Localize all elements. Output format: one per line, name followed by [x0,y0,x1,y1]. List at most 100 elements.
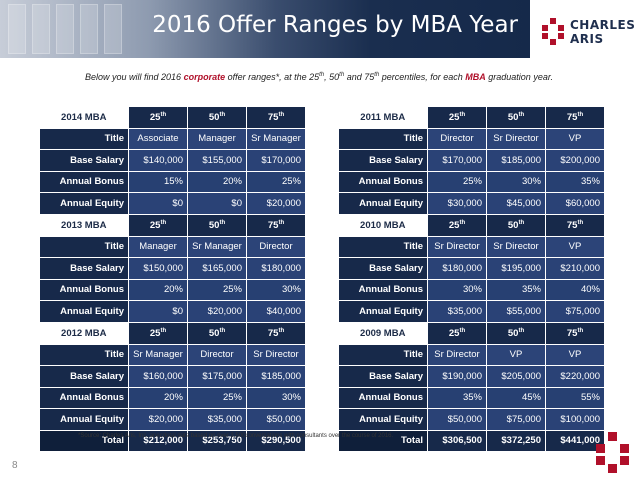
annual-bonus-row: Annual Bonus 20% 25% 30% [39,278,306,301]
charles-aris-logo: CHARLES ARIS [540,14,636,50]
value-cell: $212,000 [128,429,188,452]
percentile-header: 75th [545,322,605,345]
annual-equity-row: Annual Equity $35,000 $55,000 $75,000 [338,300,605,323]
row-label: Base Salary [338,365,428,388]
value-cell: Sr Manager [187,235,247,258]
row-label: Annual Bonus [39,386,129,409]
row-label: Title [39,127,129,150]
value-cell: Sr Director [427,235,487,258]
value-cell: 35% [486,278,546,301]
annual-bonus-row: Annual Bonus 20% 25% 30% [39,386,306,409]
value-cell: 30% [486,170,546,193]
page-number: 8 [12,460,18,471]
percentile-header: 50th [187,106,247,129]
row-label: Total [39,429,129,452]
value-cell: $170,000 [246,149,306,172]
title-row: Title Sr Director Sr Director VP [338,235,605,258]
row-label: Annual Bonus [338,386,428,409]
value-cell: $75,000 [545,300,605,323]
row-label: Annual Bonus [39,170,129,193]
value-cell: $200,000 [545,149,605,172]
total-row: Total $212,000 $253,750 $290,500 [39,429,306,452]
value-cell: $50,000 [246,408,306,431]
value-cell: Manager [187,127,247,150]
value-cell: 55% [545,386,605,409]
header-row: 2014 MBA 25th 50th 75th [39,106,306,129]
percentile-header: 25th [128,106,188,129]
value-cell: $60,000 [545,192,605,215]
row-label: Base Salary [338,149,428,172]
value-cell: Sr Manager [246,127,306,150]
annual-equity-row: Annual Equity $30,000 $45,000 $60,000 [338,192,605,215]
value-cell: $441,000 [545,429,605,452]
value-cell: 45% [486,386,546,409]
window-decoration [104,4,122,54]
base-salary-row: Base Salary $150,000 $165,000 $180,000 [39,257,306,280]
header-row: 2013 MBA 25th 50th 75th [39,214,306,237]
logo-text-line1: CHARLES [570,18,636,32]
year-label: 2010 MBA [338,214,428,236]
annual-bonus-row: Annual Bonus 35% 45% 55% [338,386,605,409]
value-cell: 30% [246,278,306,301]
percentile-header: 50th [486,322,546,345]
base-salary-row: Base Salary $180,000 $195,000 $210,000 [338,257,605,280]
logo-mark-corner-icon [596,432,629,473]
annual-equity-row: Annual Equity $20,000 $35,000 $50,000 [39,408,306,431]
value-cell: $45,000 [486,192,546,215]
value-cell: $0 [187,192,247,215]
row-label: Title [338,343,428,366]
value-cell: $20,000 [246,192,306,215]
value-cell: Sr Manager [128,343,188,366]
page-title: 2016 Offer Ranges by MBA Year [152,12,518,38]
header-row: 2010 MBA 25th 50th 75th [338,214,605,237]
value-cell: $165,000 [187,257,247,280]
window-decoration [32,4,50,54]
base-salary-row: Base Salary $170,000 $185,000 $200,000 [338,149,605,172]
row-label: Annual Equity [39,408,129,431]
row-label: Annual Equity [39,192,129,215]
value-cell: $372,250 [486,429,546,452]
value-cell: Director [246,235,306,258]
base-salary-row: Base Salary $190,000 $205,000 $220,000 [338,365,605,388]
title-row: Title Sr Manager Director Sr Director [39,343,306,366]
value-cell: $75,000 [486,408,546,431]
value-cell: 25% [246,170,306,193]
row-label: Annual Equity [39,300,129,323]
percentile-header: 75th [246,214,306,237]
value-cell: $195,000 [486,257,546,280]
row-label: Annual Equity [338,300,428,323]
row-label: Total [338,429,428,452]
row-label: Base Salary [39,149,129,172]
value-cell: VP [486,343,546,366]
value-cell: $155,000 [187,149,247,172]
value-cell: $55,000 [486,300,546,323]
row-label: Annual Bonus [39,278,129,301]
value-cell: $185,000 [246,365,306,388]
value-cell: $190,000 [427,365,487,388]
percentile-header: 50th [187,214,247,237]
value-cell: Director [187,343,247,366]
annual-equity-row: Annual Equity $50,000 $75,000 $100,000 [338,408,605,431]
intro-text: Below you will find 2016 corporate offer… [85,72,553,82]
value-cell: $30,000 [427,192,487,215]
annual-bonus-row: Annual Bonus 30% 35% 40% [338,278,605,301]
percentile-header: 75th [545,214,605,237]
row-label: Base Salary [39,365,129,388]
value-cell: VP [545,235,605,258]
row-label: Title [39,235,129,258]
year-label: 2014 MBA [39,106,129,128]
percentile-header: 75th [246,106,306,129]
value-cell: Sr Director [427,343,487,366]
window-decoration [56,4,74,54]
header-row: 2009 MBA 25th 50th 75th [338,322,605,345]
value-cell: 25% [187,386,247,409]
row-label: Annual Bonus [338,170,428,193]
percentile-header: 50th [486,214,546,237]
value-cell: $150,000 [128,257,188,280]
mba-highlight: MBA [465,72,486,82]
value-cell: $100,000 [545,408,605,431]
percentile-header: 50th [486,106,546,129]
value-cell: $253,750 [187,429,247,452]
value-cell: 20% [128,386,188,409]
value-cell: $140,000 [128,149,188,172]
